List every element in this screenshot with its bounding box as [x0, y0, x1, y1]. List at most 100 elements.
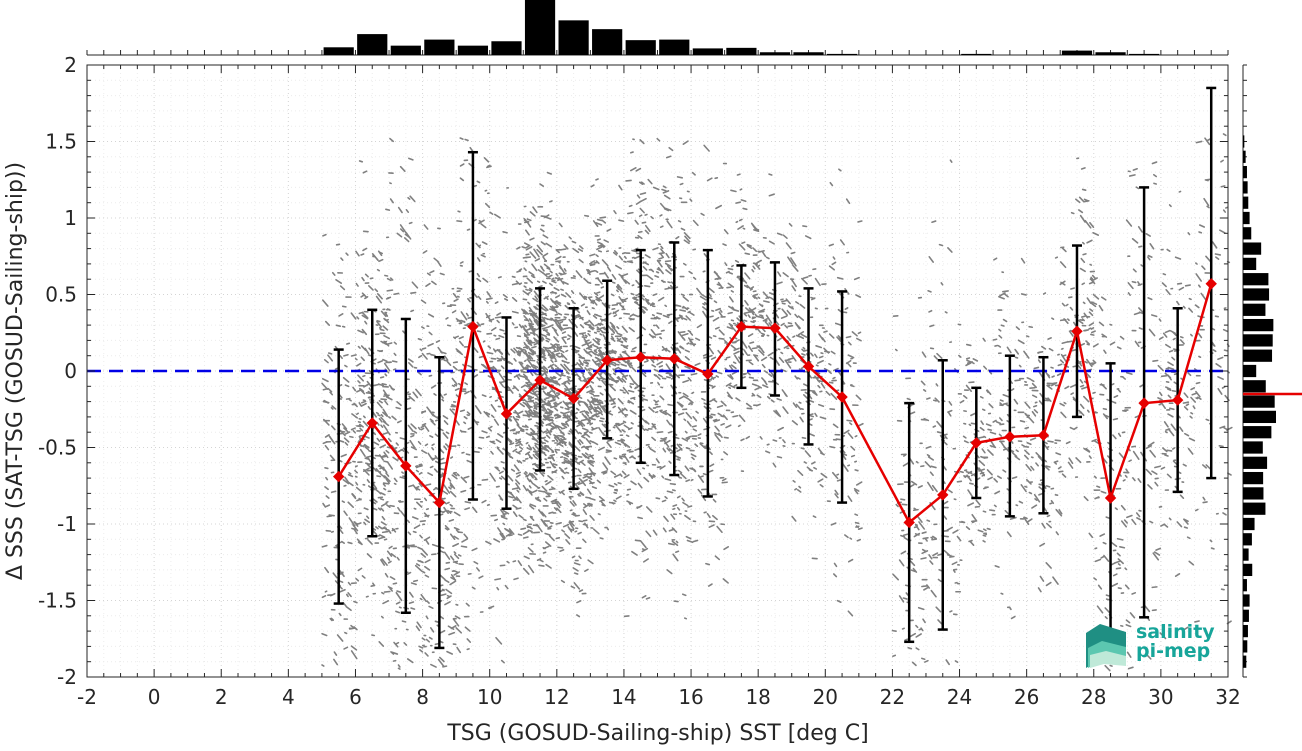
scatter-point [1181, 495, 1184, 498]
scatter-point [718, 413, 721, 415]
scatter-point [601, 287, 603, 288]
scatter-point [1153, 361, 1158, 362]
scatter-point [558, 436, 563, 437]
scatter-point [496, 338, 499, 339]
scatter-point [676, 237, 679, 239]
scatter-point [381, 399, 386, 400]
scatter-point [388, 431, 390, 434]
scatter-point [1189, 561, 1193, 564]
scatter-point [453, 311, 456, 313]
scatter-point [1150, 521, 1153, 522]
scatter-point [595, 407, 596, 408]
scatter-point [931, 537, 932, 538]
scatter-point [1119, 434, 1121, 437]
scatter-point [770, 241, 774, 244]
scatter-point [680, 444, 682, 445]
scatter-point [685, 618, 686, 619]
scatter-point [901, 551, 905, 553]
scatter-point [658, 467, 661, 468]
scatter-point [357, 413, 358, 414]
scatter-point [695, 363, 700, 365]
scatter-point [802, 335, 807, 338]
scatter-point [584, 474, 587, 475]
scatter-point [1150, 244, 1153, 249]
scatter-point [388, 297, 391, 298]
scatter-point [453, 409, 454, 410]
scatter-point [715, 278, 719, 279]
top-hist-bar [793, 52, 823, 55]
scatter-point [983, 535, 985, 536]
scatter-point [1083, 189, 1086, 190]
scatter-point [646, 429, 648, 430]
scatter-point [604, 240, 608, 242]
scatter-point [684, 264, 686, 265]
scatter-point [758, 265, 760, 266]
scatter-point [614, 500, 616, 501]
scatter-point [1160, 337, 1163, 339]
scatter-point [382, 517, 384, 520]
scatter-point [416, 566, 421, 571]
scatter-point [561, 289, 563, 290]
scatter-point [1202, 266, 1205, 269]
scatter-point [714, 336, 716, 337]
scatter-point [537, 434, 539, 437]
scatter-point [632, 367, 636, 371]
scatter-point [1056, 532, 1058, 535]
scatter-point [576, 350, 579, 351]
scatter-point [1133, 478, 1135, 481]
scatter-point [522, 247, 525, 248]
scatter-point [575, 324, 577, 327]
scatter-point [583, 539, 586, 542]
scatter-point [856, 526, 859, 527]
scatter-point [460, 138, 463, 139]
scatter-point [688, 331, 690, 332]
scatter-point [1033, 395, 1037, 397]
scatter-point [560, 320, 564, 321]
scatter-point [729, 385, 734, 388]
scatter-point [837, 474, 838, 475]
scatter-point [739, 244, 744, 250]
scatter-point [494, 335, 496, 336]
scatter-point [652, 437, 655, 440]
scatter-point [1087, 344, 1089, 345]
scatter-point [592, 271, 594, 272]
scatter-point [323, 300, 328, 306]
scatter-point [833, 378, 835, 379]
scatter-point [598, 324, 600, 325]
scatter-point [598, 242, 602, 244]
scatter-point [856, 523, 859, 524]
scatter-point [1081, 216, 1085, 222]
scatter-point [748, 373, 751, 375]
scatter-point [653, 315, 654, 316]
scatter-point [422, 451, 426, 454]
scatter-point [588, 334, 590, 336]
scatter-point [1196, 263, 1197, 264]
scatter-point [1113, 435, 1116, 438]
scatter-point [707, 514, 710, 518]
scatter-point [1196, 509, 1198, 510]
scatter-point [421, 428, 423, 429]
scatter-point [411, 608, 414, 609]
scatter-point [979, 437, 984, 438]
scatter-point [1046, 486, 1049, 487]
scatter-point [479, 576, 483, 578]
scatter-point [804, 384, 808, 386]
scatter-point [845, 535, 848, 537]
scatter-point [857, 482, 862, 485]
scatter-point [381, 493, 385, 495]
scatter-point [729, 273, 732, 274]
scatter-point [584, 504, 586, 505]
scatter-point [1091, 328, 1093, 329]
scatter-point [431, 466, 433, 467]
scatter-point [467, 229, 469, 230]
scatter-point [356, 466, 357, 467]
scatter-point [526, 257, 530, 258]
scatter-point [454, 552, 455, 553]
scatter-point [1177, 302, 1179, 305]
scatter-point [719, 338, 724, 339]
scatter-point [793, 336, 795, 337]
scatter-point [505, 586, 507, 589]
scatter-point [1189, 449, 1193, 454]
scatter-point [578, 457, 581, 458]
scatter-point [530, 212, 534, 216]
